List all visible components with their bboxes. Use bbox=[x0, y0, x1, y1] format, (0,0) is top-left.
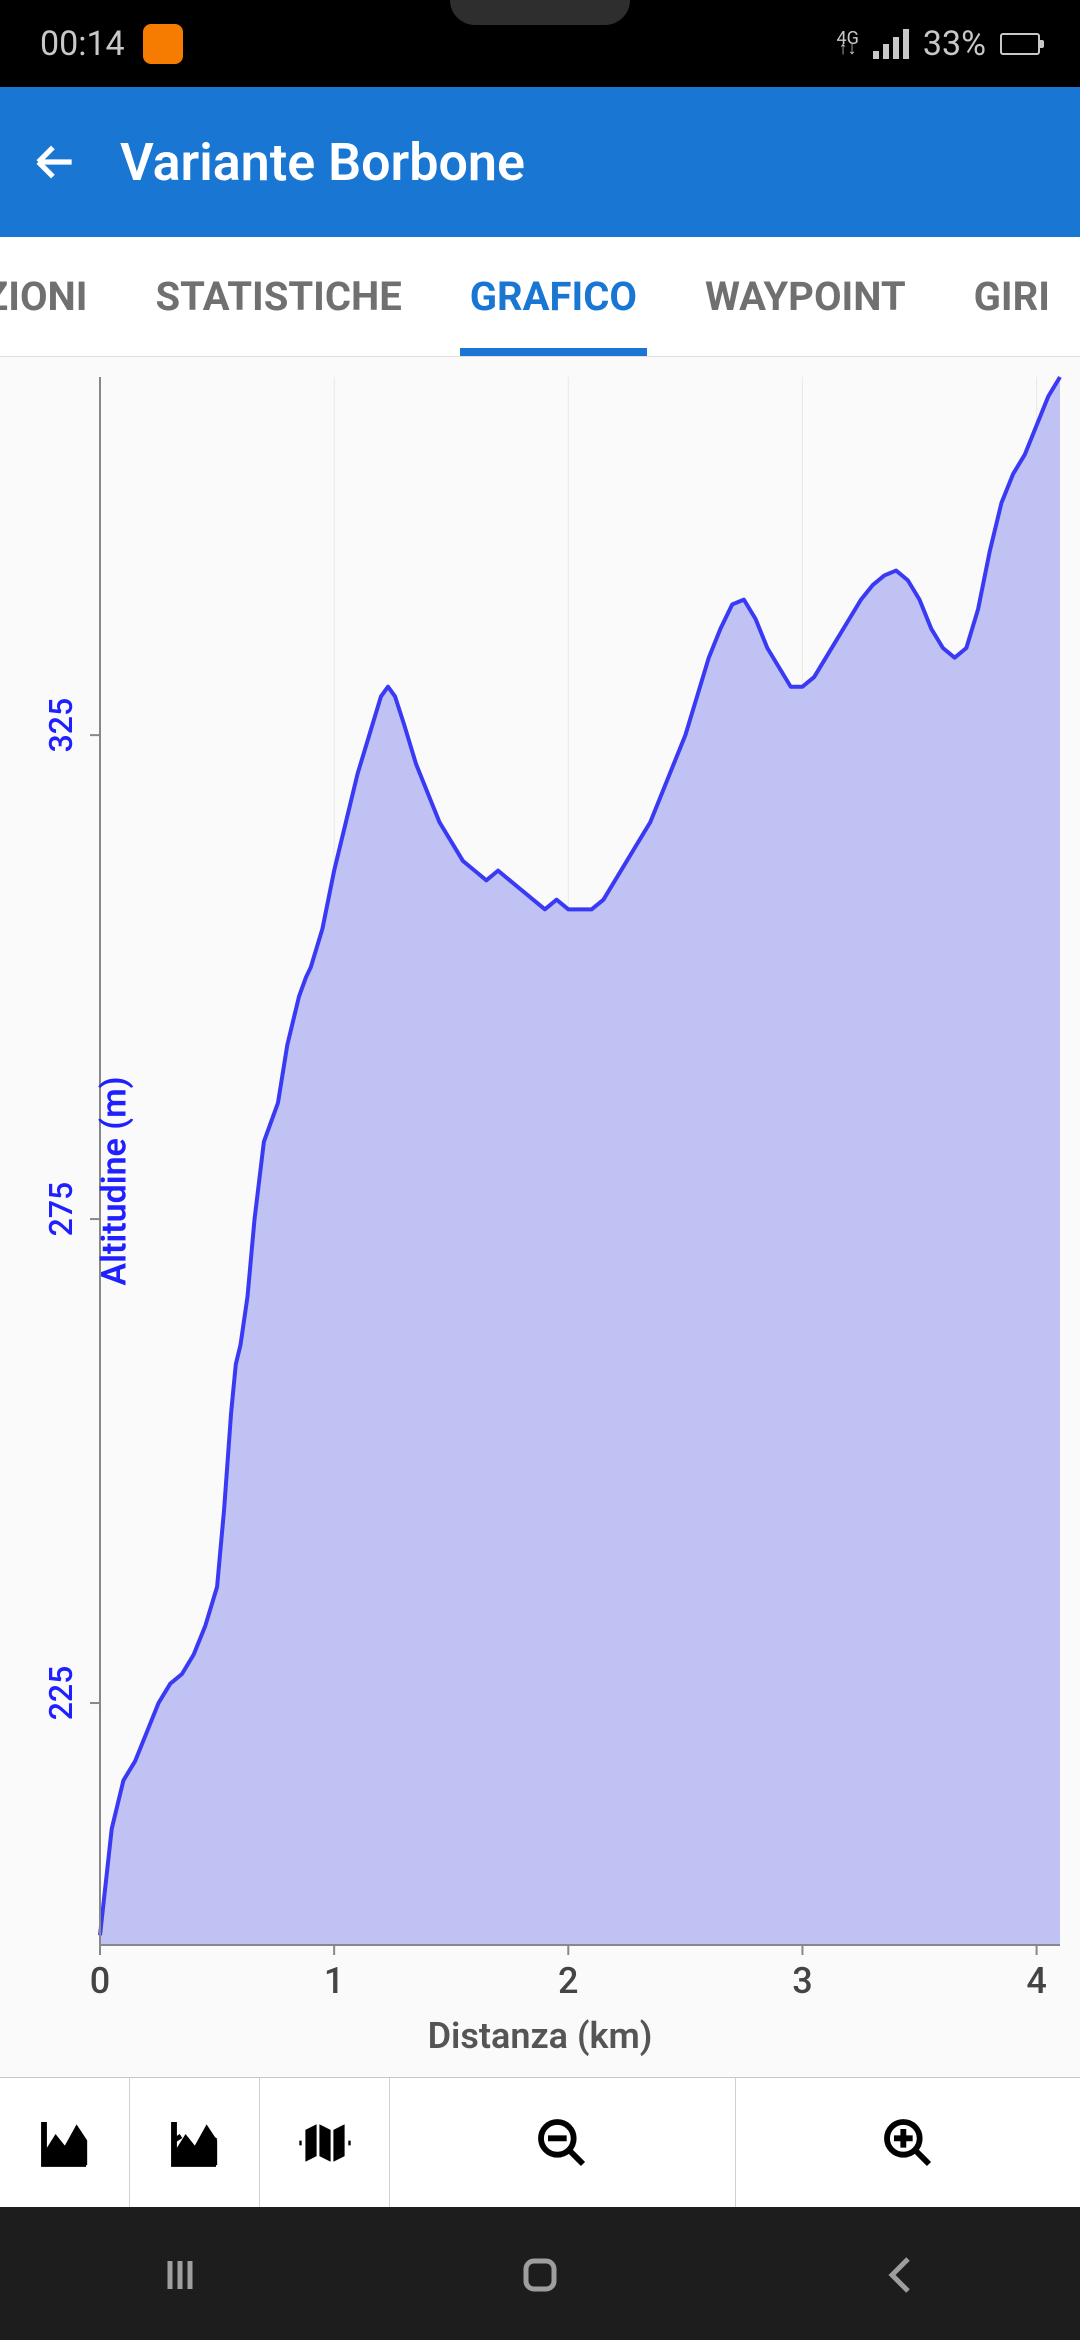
tab-statistiche[interactable]: STATISTICHE bbox=[125, 237, 431, 356]
nav-recents-button[interactable] bbox=[80, 2245, 280, 2305]
zoom-in-button[interactable] bbox=[736, 2078, 1080, 2207]
zoom-out-button[interactable] bbox=[390, 2078, 736, 2207]
tab-waypoint[interactable]: WAYPOINT bbox=[675, 237, 936, 356]
network-indicator: 4G↑↓ bbox=[836, 34, 858, 54]
zoom-in-icon bbox=[880, 2115, 936, 2171]
tab-bar: ZIONISTATISTICHEGRAFICOWAYPOINTGIRI bbox=[0, 237, 1080, 357]
svg-text:1: 1 bbox=[324, 1960, 344, 2002]
home-icon bbox=[516, 2251, 564, 2299]
battery-icon bbox=[1000, 33, 1040, 55]
page-title: Variante Borbone bbox=[120, 132, 525, 193]
svg-text:0: 0 bbox=[90, 1960, 110, 2002]
svg-text:325: 325 bbox=[42, 698, 80, 753]
multi-chart-icon bbox=[167, 2115, 223, 2171]
svg-text:3: 3 bbox=[792, 1960, 812, 2002]
status-time: 00:14 bbox=[40, 24, 125, 64]
area-chart-icon bbox=[37, 2115, 93, 2171]
nav-back-icon bbox=[876, 2251, 924, 2299]
svg-text:4: 4 bbox=[1026, 1960, 1046, 2002]
svg-text:225: 225 bbox=[42, 1666, 80, 1721]
back-button[interactable] bbox=[30, 137, 80, 187]
map-view-button[interactable] bbox=[260, 2078, 390, 2207]
signal-icon bbox=[873, 29, 909, 59]
x-axis-label: Distanza (km) bbox=[0, 2005, 1080, 2077]
svg-text:2: 2 bbox=[558, 1960, 578, 2002]
arrow-left-icon bbox=[30, 137, 80, 187]
tab-zioni[interactable]: ZIONI bbox=[0, 237, 117, 356]
tab-grafico[interactable]: GRAFICO bbox=[440, 237, 667, 356]
recents-icon bbox=[156, 2251, 204, 2299]
svg-text:275: 275 bbox=[42, 1182, 80, 1237]
tab-giri[interactable]: GIRI bbox=[944, 237, 1080, 356]
map-icon bbox=[297, 2115, 353, 2171]
nav-home-button[interactable] bbox=[440, 2245, 640, 2305]
y-axis-label: Altitudine (m) bbox=[95, 1076, 135, 1285]
android-nav-bar bbox=[0, 2207, 1080, 2340]
chart-container[interactable]: Altitudine (m) 225 275 325 0 1 2 3 4 bbox=[0, 357, 1080, 2005]
notch bbox=[450, 0, 630, 25]
battery-text: 33% bbox=[923, 24, 986, 64]
chart-toolbar bbox=[0, 2077, 1080, 2207]
android-status-bar: 00:14 4G↑↓ 33% bbox=[0, 0, 1080, 87]
chart-type-area-button[interactable] bbox=[0, 2078, 130, 2207]
notification-app-icon bbox=[143, 24, 183, 64]
chart-type-multi-button[interactable] bbox=[130, 2078, 260, 2207]
nav-back-button[interactable] bbox=[800, 2245, 1000, 2305]
elevation-chart[interactable]: 225 275 325 0 1 2 3 4 bbox=[0, 357, 1080, 2005]
app-bar: Variante Borbone bbox=[0, 87, 1080, 237]
zoom-out-icon bbox=[534, 2115, 590, 2171]
